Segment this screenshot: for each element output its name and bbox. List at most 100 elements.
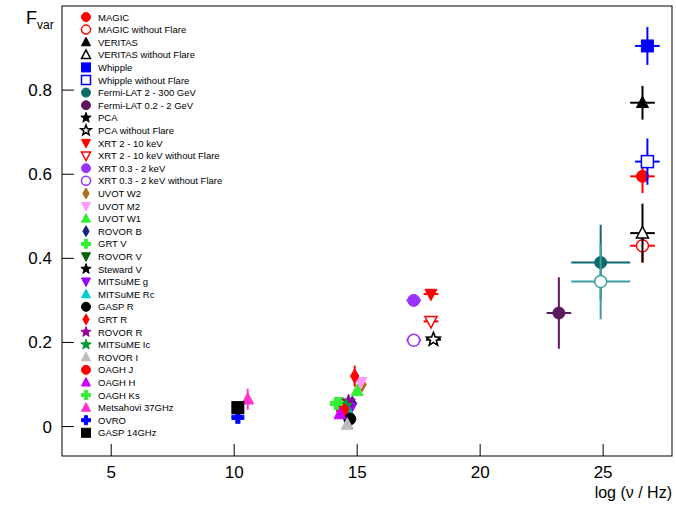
legend-label: OAGH Ks	[98, 390, 140, 401]
series	[351, 366, 359, 387]
legend-label: Whipple without Flare	[98, 75, 189, 86]
data-point	[636, 96, 648, 107]
x-tick	[111, 444, 112, 456]
x-tick-label: 15	[348, 463, 367, 482]
legend-marker	[82, 88, 91, 97]
x-tick-label: 25	[594, 463, 613, 482]
y-axis-title: Fvar	[26, 8, 54, 32]
x-tick	[357, 444, 358, 456]
series	[406, 334, 421, 346]
y-tick-label: 0.4	[28, 249, 52, 268]
legend-label: ROVOR I	[98, 352, 138, 363]
series	[630, 86, 655, 120]
legend-marker	[83, 314, 89, 325]
legend: MAGICMAGIC without FlareVERITASVERITAS w…	[81, 12, 222, 439]
data-point	[341, 418, 353, 429]
plot-frame	[62, 6, 672, 456]
legend-label: XRT 2 - 10 keV without Flare	[98, 150, 220, 161]
legend-label: MITSuME Rc	[98, 289, 155, 300]
legend-marker	[82, 365, 91, 374]
data-point	[553, 307, 565, 319]
y-tick	[62, 90, 74, 91]
y-tick	[62, 174, 74, 175]
legend-label: GRT V	[98, 238, 127, 249]
legend-label: UVOT W2	[98, 188, 141, 199]
data-point	[330, 397, 342, 409]
data-point	[595, 275, 607, 287]
data-point	[351, 384, 363, 395]
legend-label: XRT 0.3 - 2 keV	[98, 163, 166, 174]
legend-marker	[82, 278, 91, 287]
y-tick-label: 0	[43, 418, 52, 437]
series	[571, 244, 630, 320]
legend-marker	[83, 188, 89, 199]
legend-label: VERITAS	[98, 37, 138, 48]
legend-marker	[82, 37, 91, 46]
data-point	[425, 289, 437, 300]
legend-label: OAGH H	[98, 377, 136, 388]
x-tick-label: 20	[471, 463, 490, 482]
data-point	[408, 294, 420, 306]
chart-svg: 51015202500.20.40.60.8log (ν / Hz)FvarMA…	[0, 0, 676, 506]
legend-label: GASP 14GHz	[98, 427, 157, 438]
legend-marker	[82, 63, 91, 72]
y-axis-title-main: F	[26, 8, 37, 28]
legend-label: MAGIC	[98, 12, 129, 23]
legend-label: PCA without Flare	[98, 125, 174, 136]
data-point	[427, 332, 441, 345]
y-tick	[62, 258, 74, 259]
legend-marker	[82, 289, 91, 298]
plot-area	[232, 27, 660, 429]
series	[635, 27, 660, 65]
legend-marker	[82, 50, 91, 59]
legend-label: ROVOR V	[98, 251, 142, 262]
data-point	[636, 227, 648, 238]
x-tick	[480, 444, 481, 456]
series	[351, 384, 363, 395]
series	[232, 402, 244, 414]
legend-label: OVRO	[98, 415, 126, 426]
legend-marker	[82, 202, 91, 211]
legend-label: XRT 0.3 - 2 keV without Flare	[98, 175, 222, 186]
legend-marker	[82, 302, 91, 311]
legend-label: Metsahovi 37GHz	[98, 402, 174, 413]
data-point	[641, 40, 653, 52]
legend-marker	[82, 76, 91, 85]
y-tick-label: 0.2	[28, 333, 52, 352]
series	[426, 332, 441, 345]
y-tick-label: 0.8	[28, 81, 52, 100]
y-axis-title-sub: var	[37, 18, 54, 32]
series	[426, 332, 441, 345]
series	[424, 317, 439, 328]
legend-label: Fermi-LAT 2 - 300 GeV	[98, 87, 197, 98]
x-tick-label: 10	[225, 463, 244, 482]
legend-marker	[82, 428, 91, 437]
legend-marker	[82, 239, 91, 248]
series	[341, 418, 353, 429]
legend-label: ROVOR R	[98, 327, 142, 338]
legend-marker	[81, 339, 91, 349]
legend-label: XRT 2 - 10 keV	[98, 138, 163, 149]
legend-label: PCA	[98, 112, 118, 123]
x-tick	[603, 444, 604, 456]
x-axis-title: log (ν / Hz)	[595, 484, 672, 501]
legend-label: MITSuME g	[98, 276, 148, 287]
data-point	[408, 334, 420, 346]
legend-label: GRT R	[98, 314, 127, 325]
legend-marker	[81, 327, 91, 337]
legend-marker	[82, 214, 91, 223]
legend-marker	[82, 101, 91, 110]
legend-label: UVOT M2	[98, 201, 140, 212]
x-tick-label: 5	[106, 463, 115, 482]
legend-marker	[82, 139, 91, 148]
legend-label: MITSuME Ic	[98, 339, 151, 350]
data-point	[427, 332, 441, 345]
legend-label: Steward V	[98, 264, 142, 275]
legend-marker	[82, 152, 91, 161]
y-tick	[62, 342, 74, 343]
legend-label: MAGIC without Flare	[98, 24, 186, 35]
legend-label: ROVOR B	[98, 226, 142, 237]
legend-label: GASP R	[98, 301, 134, 312]
series	[424, 289, 439, 300]
legend-marker	[82, 176, 91, 185]
